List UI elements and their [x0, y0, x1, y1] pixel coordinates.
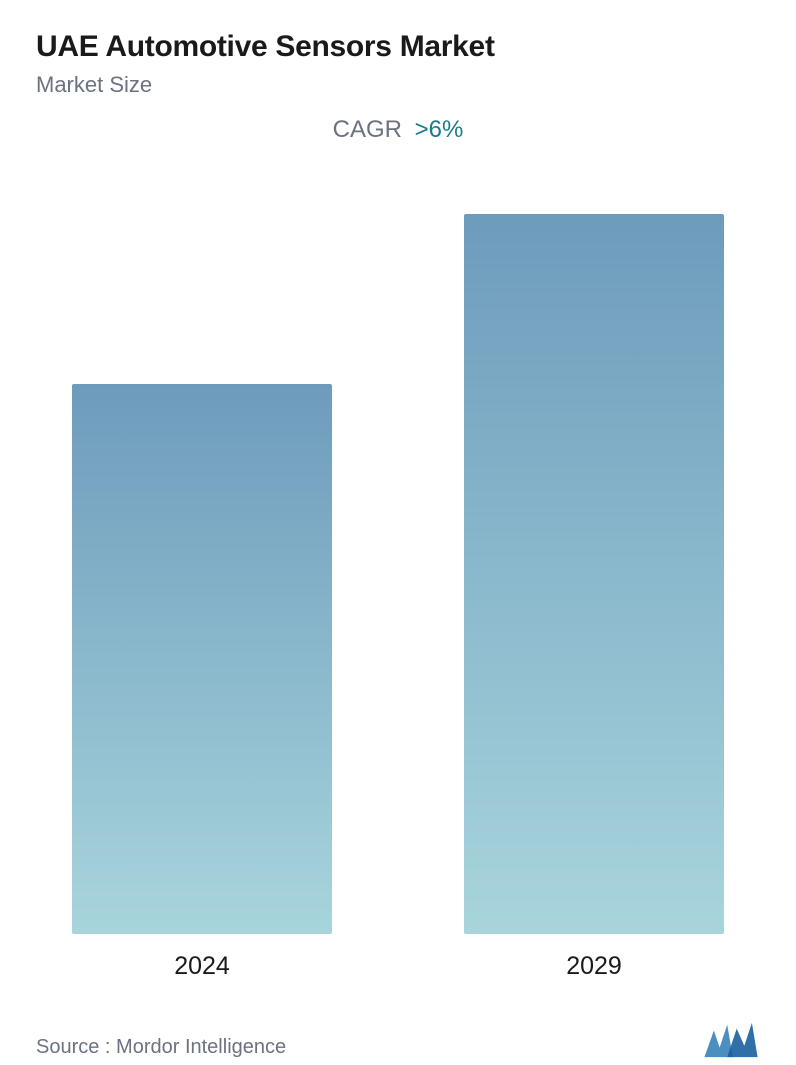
- bar-1: [464, 214, 724, 934]
- bar-label-1: 2029: [566, 952, 622, 981]
- bar-group-0: 2024: [72, 384, 332, 981]
- brand-logo: [702, 1021, 760, 1059]
- logo-icon: [702, 1021, 760, 1059]
- bar-0: [72, 384, 332, 934]
- bar-group-1: 2029: [464, 214, 724, 981]
- chart-subtitle: Market Size: [36, 72, 760, 98]
- cagr-label: CAGR: [333, 116, 402, 143]
- bar-label-0: 2024: [174, 952, 230, 981]
- chart-title: UAE Automotive Sensors Market: [36, 30, 760, 64]
- source-text: Source : Mordor Intelligence: [36, 1036, 286, 1059]
- cagr-value: >6%: [415, 116, 464, 143]
- footer-row: Source : Mordor Intelligence: [36, 1021, 760, 1065]
- chart-container: UAE Automotive Sensors Market Market Siz…: [0, 0, 796, 1034]
- cagr-row: CAGR >6%: [36, 116, 760, 144]
- chart-area: 2024 2029: [36, 154, 760, 981]
